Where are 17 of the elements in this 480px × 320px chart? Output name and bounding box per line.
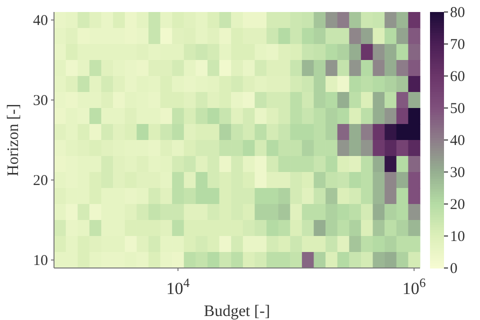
color-bar-label: 0 [450,261,458,277]
y-tick-label: 10 [33,253,48,269]
color-bar-label: 10 [450,229,465,245]
y-tick-label: 40 [33,13,48,29]
color-bar-label: 40 [450,133,465,149]
y-tick-label: 20 [33,173,48,189]
color-bar-label: 70 [450,37,465,53]
color-bar-label: 60 [450,69,465,85]
x-tick-label: 10$^{6}$ [402,276,426,298]
color-bar-label: 50 [450,101,465,117]
y-tick-label: 30 [33,93,48,109]
y-axis-title: Horizon [-] [5,104,22,176]
color-bar-label: 80 [450,5,465,21]
x-tick-label: 10$^{4}$ [166,276,190,298]
color-bar-label: 30 [450,165,465,181]
x-axis-title: Budget [-] [204,303,270,320]
color-bar-label: 20 [450,197,465,213]
